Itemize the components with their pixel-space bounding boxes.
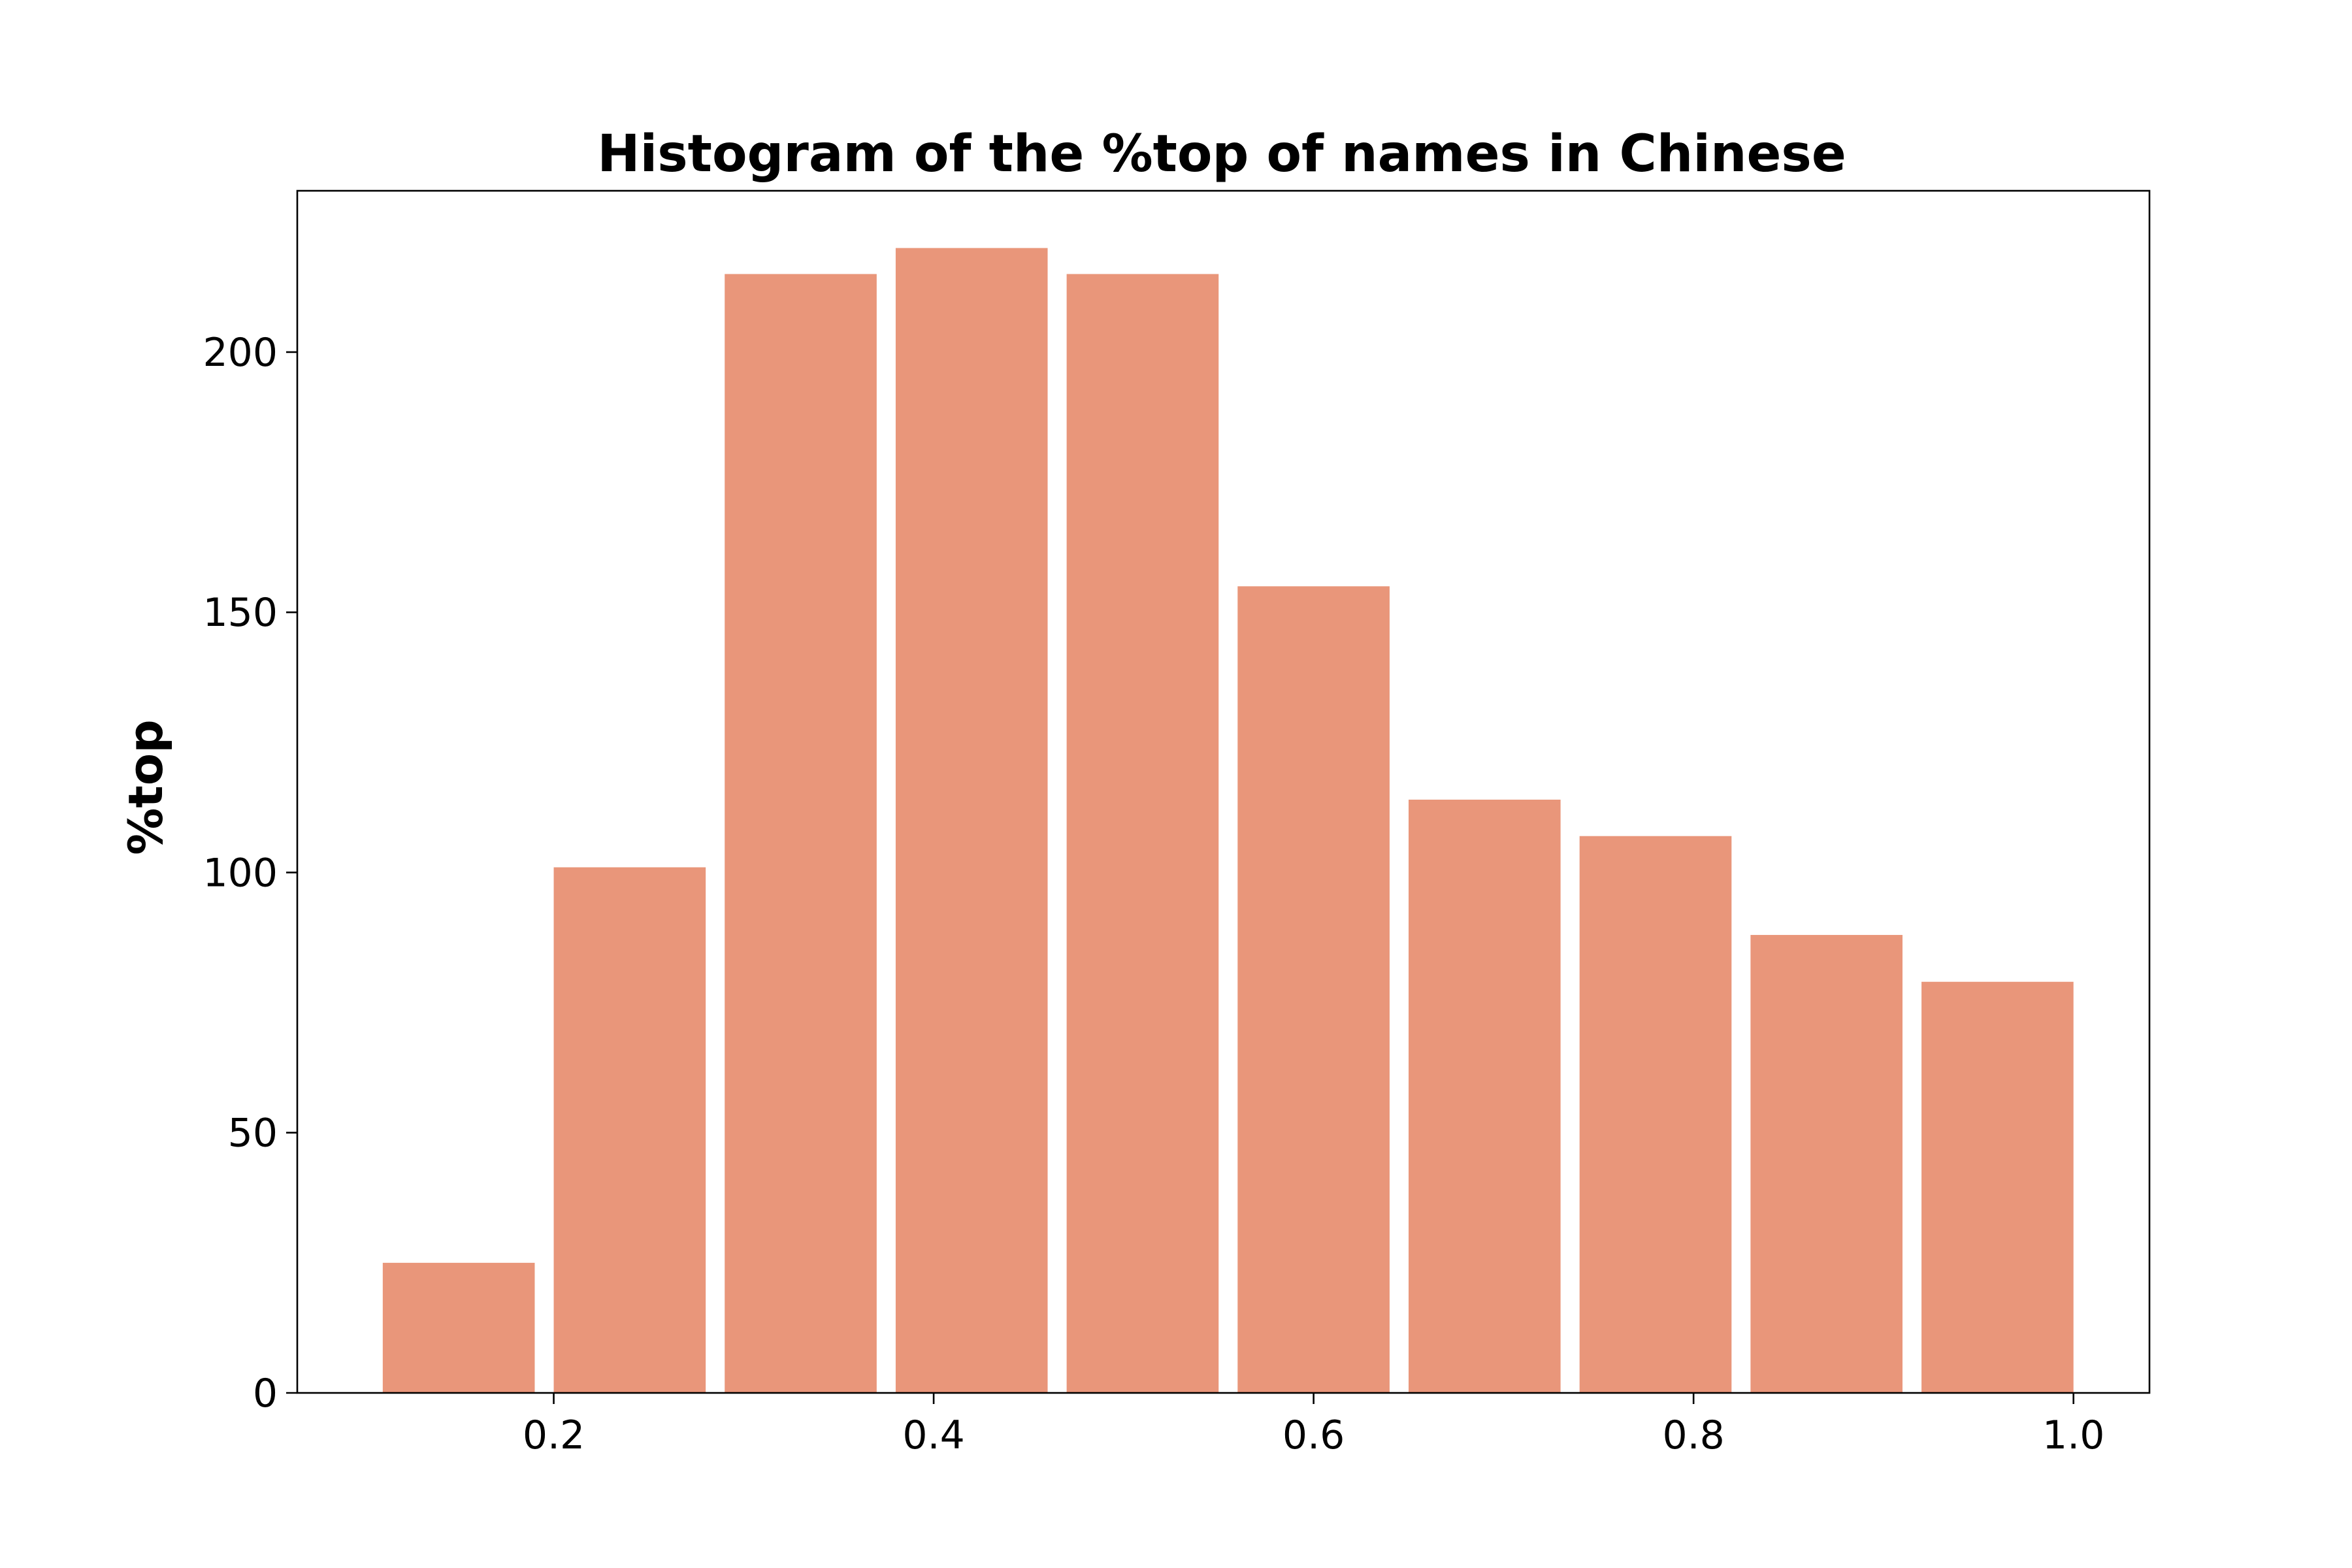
histogram-bar [1579,836,1732,1393]
x-tick-label: 0.2 [523,1413,585,1458]
histogram-bar [1409,799,1561,1393]
x-tick-label: 0.6 [1282,1413,1345,1458]
y-tick-label: 200 [203,330,278,376]
bars-group [382,248,2074,1394]
histogram-bar [1750,935,1903,1393]
histogram-bar [382,1262,535,1393]
y-axis-label: %top [118,719,173,855]
y-tick-label: 50 [228,1111,278,1156]
histogram-bar [553,867,706,1393]
histogram-bar [1921,981,2074,1393]
y-axis-ticks: 0 50 100 150 200 [203,330,297,1416]
y-tick-label: 0 [253,1371,278,1416]
x-tick-label: 0.8 [1662,1413,1724,1458]
plot-area-frame [296,189,2151,1394]
y-tick-label: 100 [203,850,278,896]
chart-title: Histogram of the %top of names in Chines… [597,125,1846,184]
x-axis-ticks: 0.2 0.4 0.6 0.8 1.0 [523,1393,2104,1458]
x-tick-label: 1.0 [2042,1413,2104,1458]
histogram-bar [1237,586,1390,1394]
histogram-bar [725,274,877,1393]
histogram-bar [1066,274,1219,1393]
y-tick-label: 150 [203,590,278,636]
histogram-bar [895,248,1048,1394]
x-tick-label: 0.4 [902,1413,964,1458]
